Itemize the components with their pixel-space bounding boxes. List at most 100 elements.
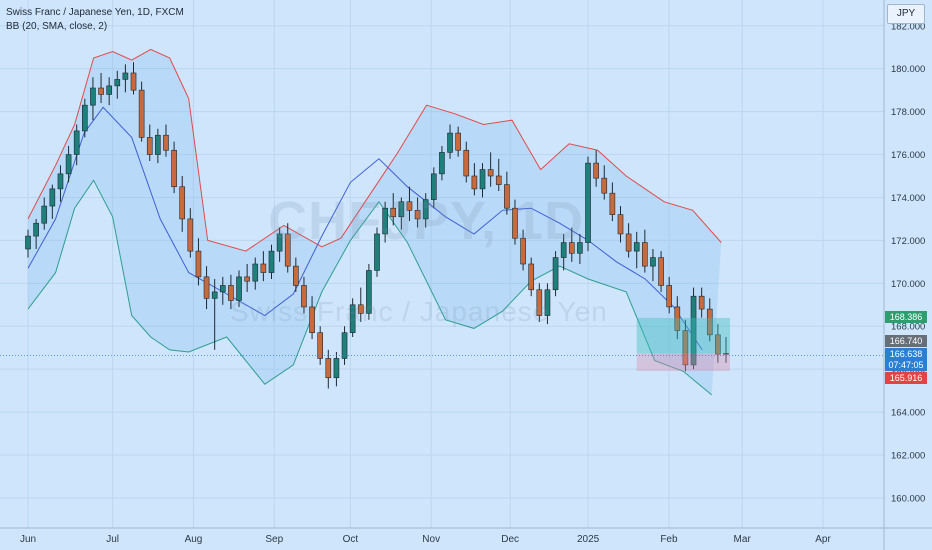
price-tick-label: 174.000	[891, 193, 925, 204]
candle-body	[585, 162, 591, 243]
candle-body	[625, 233, 632, 252]
price-tick-label: 168.000	[891, 322, 925, 333]
candle-body	[25, 235, 31, 250]
time-tick-label: Oct	[343, 534, 359, 545]
time-axis[interactable]: Jun Jul Aug Sep Oct Nov Dec 2025 Feb Mar Apr	[20, 534, 832, 545]
candle-body	[349, 304, 356, 333]
bar-countdown-tag: 07:47:05	[885, 359, 927, 371]
time-tick-label: 2025	[577, 534, 600, 545]
candle-body	[617, 214, 624, 235]
candle-body	[211, 291, 218, 299]
candle-body	[439, 152, 445, 175]
price-axis[interactable]: 182.000 180.000 178.000 176.000 174.000 172.0…	[891, 21, 925, 504]
symbol-title[interactable]: Swiss Franc / Japanese Yen, 1D, FXCM	[6, 7, 184, 18]
candle-body	[528, 263, 535, 291]
candle-body	[495, 175, 502, 185]
candle-body	[146, 137, 153, 155]
time-tick-label: Aug	[185, 534, 203, 545]
lower-band-price-tag: 165.916	[885, 372, 927, 384]
candle-body	[98, 87, 104, 95]
band-fill	[28, 49, 722, 395]
candle-body	[455, 132, 461, 151]
candle-body	[560, 242, 567, 258]
candle-body	[179, 186, 186, 220]
candle-body	[122, 72, 129, 80]
candle-body	[268, 250, 275, 273]
candle-body	[49, 188, 56, 207]
candle-body	[228, 285, 234, 301]
candle-body	[374, 233, 380, 271]
last-close-price-tag: 166.740	[885, 335, 927, 347]
grid	[0, 0, 884, 528]
time-tick-label: Nov	[422, 534, 440, 545]
candle-body	[715, 334, 721, 355]
upper-band-price-tag: 168.386	[885, 311, 927, 323]
candle-body	[195, 250, 202, 278]
profit-zone[interactable]	[636, 317, 731, 354]
candle-body	[90, 87, 96, 106]
candle-body	[341, 332, 348, 359]
loss-zone[interactable]	[636, 353, 731, 371]
currency-button[interactable]: JPY	[887, 4, 925, 24]
candle-body	[57, 173, 64, 190]
indicator-title[interactable]: BB (20, SMA, close, 2)	[6, 21, 108, 32]
basis-line	[27, 106, 703, 351]
candle-body	[236, 276, 242, 301]
candle-body	[674, 306, 681, 331]
candle-body	[163, 134, 169, 151]
candle-body	[568, 242, 575, 254]
candle-body	[187, 218, 194, 252]
candle-body	[130, 72, 137, 91]
chart-legend: Swiss Franc / Japanese Yen, 1D, FXCM BB …	[6, 6, 184, 34]
candle-body	[398, 201, 405, 218]
price-tick-label: 182.000	[891, 21, 925, 32]
time-tick-label: Dec	[501, 534, 519, 545]
time-tick-label: Jul	[106, 534, 119, 545]
candle-body	[260, 263, 267, 273]
candle-body	[81, 104, 88, 132]
time-tick-label: Feb	[660, 534, 678, 545]
position-tool[interactable]	[0, 317, 884, 371]
candle-body	[552, 257, 559, 291]
time-tick-label: Sep	[265, 534, 283, 545]
lower-band-line	[27, 179, 713, 396]
candle-body	[471, 175, 478, 190]
candle-body	[317, 332, 324, 359]
candle-body	[430, 173, 437, 200]
candle-body	[609, 192, 616, 215]
candle-body	[333, 358, 340, 379]
candle-body	[544, 289, 551, 316]
candle-body	[682, 330, 689, 366]
candle-body	[171, 149, 177, 188]
candle-body	[447, 132, 453, 153]
candle-body	[73, 130, 80, 155]
candle-body	[601, 177, 608, 194]
candle-body	[65, 154, 72, 175]
candle-body	[479, 169, 486, 190]
price-tick-label: 172.000	[891, 236, 925, 247]
candle-body	[390, 207, 397, 218]
candle-body	[520, 237, 526, 265]
candle-body	[633, 242, 640, 252]
candle-body	[642, 242, 648, 267]
description-watermark: Swiss Franc / Japanese Yen	[230, 296, 608, 327]
candle-body	[357, 304, 364, 314]
candle-body	[658, 257, 664, 286]
candle-body	[414, 210, 421, 220]
candle-body	[219, 285, 226, 293]
bollinger-bands	[27, 48, 722, 396]
candle-body	[138, 89, 145, 138]
time-tick-label: Apr	[815, 534, 831, 545]
candle-body	[252, 263, 259, 282]
candle-body	[41, 205, 48, 224]
candle-body	[666, 285, 673, 308]
candle-body	[382, 207, 388, 235]
price-tick-label: 160.000	[891, 493, 925, 504]
price-tick-label: 176.000	[891, 150, 925, 161]
candles	[25, 62, 729, 389]
candle-body	[422, 199, 429, 220]
candle-body	[244, 276, 250, 282]
candle-body	[366, 270, 372, 314]
candle-body	[114, 79, 121, 87]
